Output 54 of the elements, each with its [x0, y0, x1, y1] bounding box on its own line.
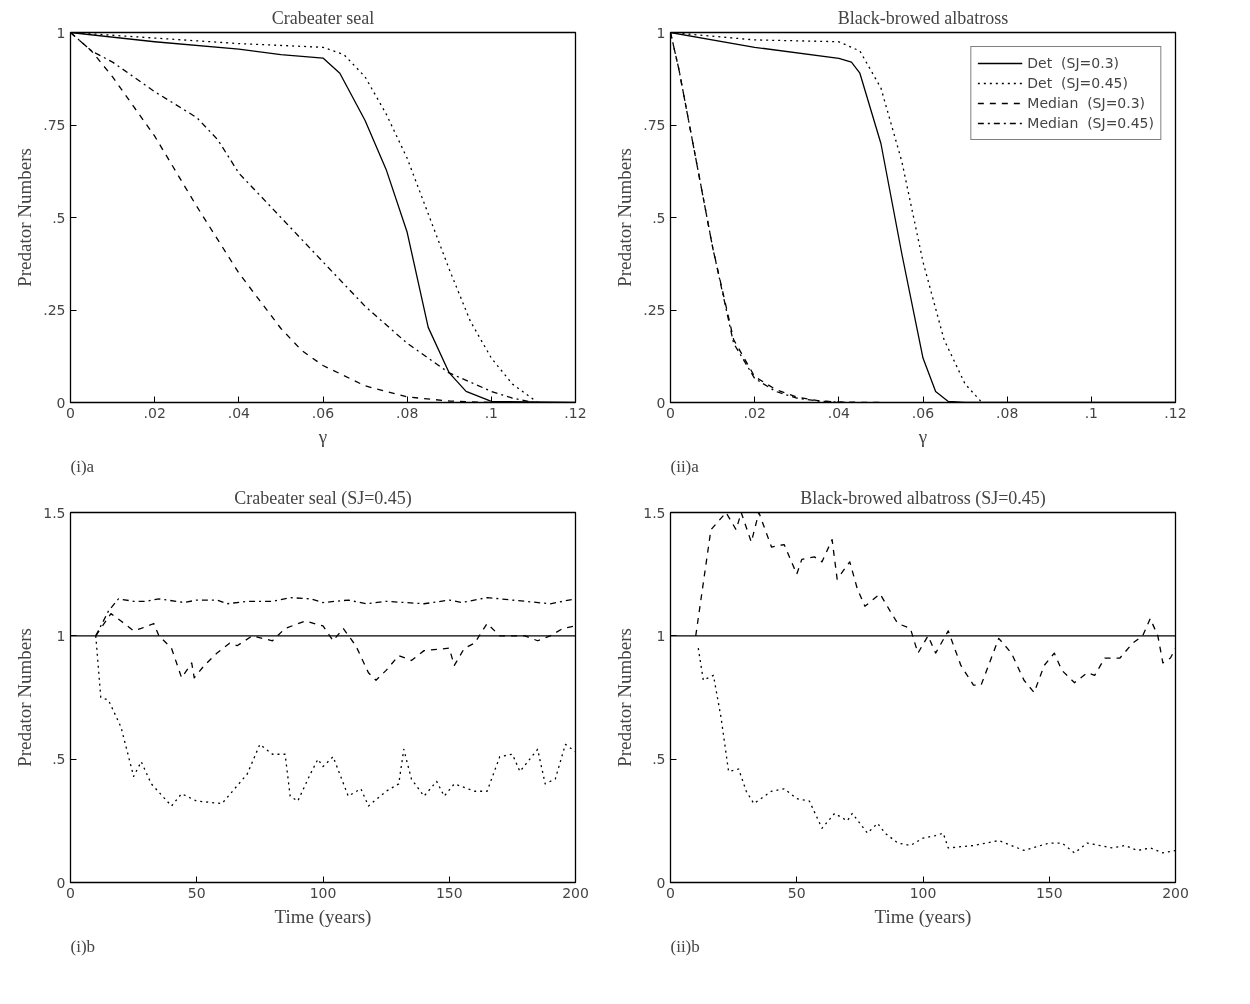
legend-label: Det (SJ=0.3): [1027, 55, 1120, 71]
x-tick-label: 150: [1035, 884, 1063, 901]
y-tick-label: .25: [43, 302, 66, 318]
y-tick-label: 1: [56, 24, 66, 41]
text: (i)b: [70, 936, 96, 956]
x-tick-label: .08: [396, 404, 419, 421]
x-tick-label: 200: [1162, 884, 1189, 901]
legend-label: Median (SJ=0.45): [1027, 115, 1154, 131]
x-axis-title: Time (years): [874, 905, 972, 928]
x-tick-label: .02: [743, 404, 766, 421]
x-tick-label: .02: [143, 404, 166, 421]
y-tick-label: 1: [656, 24, 666, 41]
y-axis-title: Predator Numbers: [614, 628, 636, 767]
x-tick-label: .1: [484, 404, 499, 421]
y-tick-label: .5: [52, 209, 66, 226]
x-tick-label: .08: [996, 404, 1019, 421]
x-tick-label: .12: [1164, 404, 1187, 421]
x-tick-label: 100: [309, 884, 337, 901]
x-tick-label: .06: [911, 404, 935, 421]
x-tick-label: 200: [562, 884, 589, 901]
x-axis-title: Time (years): [274, 905, 372, 928]
y-axis-title: Predator Numbers: [614, 148, 636, 287]
x-tick-label: .06: [311, 404, 335, 421]
y-tick-label: 1.5: [643, 504, 666, 521]
x-tick-label: .04: [227, 404, 251, 421]
y-tick-label: 1.5: [43, 504, 66, 521]
text: (ii)b: [670, 936, 700, 956]
chart-title: Black-browed albatross: [837, 7, 1009, 28]
x-tick-label: .04: [827, 404, 851, 421]
x-tick-label: 100: [909, 884, 937, 901]
chart-title: Crabeater seal: [271, 7, 375, 28]
legend-label: Det (SJ=0.45): [1027, 75, 1128, 91]
chart-title: Black-browed albatross (SJ=0.45): [800, 487, 1046, 509]
x-tick-label: 150: [435, 884, 463, 901]
text: (i)a: [70, 456, 95, 476]
y-tick-label: 1: [56, 627, 66, 644]
x-tick-label: .12: [564, 404, 587, 421]
y-tick-label: 1: [656, 627, 666, 644]
chart-title: Crabeater seal (SJ=0.45): [234, 487, 412, 509]
y-tick-label: .5: [652, 751, 666, 768]
y-axis-title: Predator Numbers: [14, 628, 36, 767]
x-axis-title: γ: [917, 425, 928, 447]
y-tick-label: .5: [52, 751, 66, 768]
x-tick-label: .1: [1084, 404, 1099, 421]
y-tick-label: .75: [43, 117, 66, 133]
y-tick-label: .5: [652, 209, 666, 226]
y-tick-label: .75: [643, 117, 666, 133]
y-tick-label: .25: [643, 302, 666, 318]
x-axis-title: γ: [317, 425, 328, 447]
y-axis-title: Predator Numbers: [14, 148, 36, 287]
x-tick-label: 50: [787, 884, 806, 901]
x-tick-label: 50: [187, 884, 206, 901]
text: (ii)a: [670, 456, 700, 476]
legend-label: Median (SJ=0.3): [1027, 95, 1146, 111]
